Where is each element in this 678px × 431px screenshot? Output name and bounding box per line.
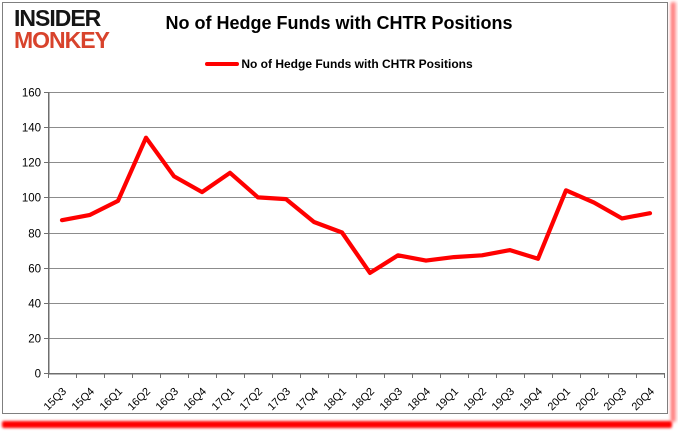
- x-tick-label: 18Q1: [322, 386, 350, 414]
- chart-title: No of Hedge Funds with CHTR Positions: [165, 13, 513, 33]
- y-tick-label: 120: [22, 158, 41, 170]
- x-tick-label: 17Q4: [294, 386, 322, 414]
- insider-monkey-logo: INSIDER MONKEY: [14, 5, 110, 53]
- y-tick-label: 60: [28, 264, 41, 276]
- x-tick-label: 19Q2: [462, 386, 490, 414]
- series-line-hedge-funds: [59, 135, 653, 275]
- y-tick-label: 140: [22, 123, 41, 135]
- x-tick-label: 17Q1: [210, 386, 238, 414]
- x-tick-label: 19Q4: [518, 386, 546, 414]
- y-tick-label: 20: [28, 334, 41, 346]
- y-tick-label: 40: [28, 299, 41, 311]
- x-tick-label: 20Q4: [630, 386, 658, 414]
- legend-line-swatch: [205, 62, 240, 66]
- x-tick-label: 17Q2: [238, 386, 266, 414]
- x-tick-label: 20Q1: [546, 386, 574, 414]
- y-tick-label: 0: [35, 369, 41, 381]
- y-tick-label: 80: [28, 229, 41, 241]
- x-tick-label: 16Q4: [182, 386, 210, 414]
- legend-label: No of Hedge Funds with CHTR Positions: [241, 57, 473, 71]
- x-tick-label: 18Q4: [406, 386, 434, 414]
- x-tick-label: 19Q3: [490, 386, 518, 414]
- x-tick-label: 18Q3: [378, 386, 406, 414]
- logo-insider-text: INSIDER: [14, 5, 101, 31]
- x-tick-label: 17Q3: [266, 386, 294, 414]
- x-tick-label: 15Q4: [70, 386, 98, 414]
- red-accent-border-bottom: [2, 421, 672, 428]
- x-tick-label: 19Q1: [434, 386, 462, 414]
- y-tick-label: 160: [22, 88, 41, 100]
- y-tick-label: 100: [22, 193, 41, 205]
- logo-monkey-text: MONKEY: [14, 26, 110, 53]
- x-tick-label: 20Q2: [574, 386, 602, 414]
- chart-legend: No of Hedge Funds with CHTR Positions: [0, 57, 678, 71]
- red-accent-border-right: [671, 2, 677, 422]
- x-tick-label: 15Q3: [42, 386, 70, 414]
- x-tick-label: 16Q1: [98, 386, 126, 414]
- x-tick-label: 16Q2: [126, 386, 154, 414]
- x-tick-label: 16Q3: [154, 386, 182, 414]
- x-tick-label: 20Q3: [602, 386, 630, 414]
- x-tick-label: 18Q2: [350, 386, 378, 414]
